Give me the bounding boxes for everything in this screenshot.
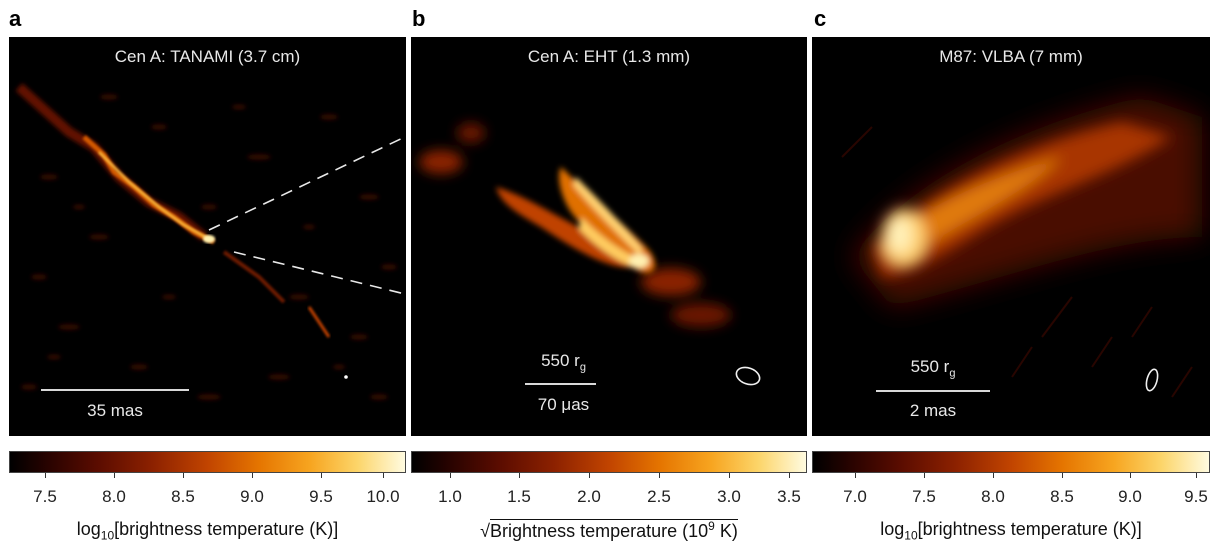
panel-c-tick-label: 8.5: [1050, 487, 1074, 506]
panel-c-log-base: 10: [904, 528, 918, 543]
panel-b-scale-label: 70 μas: [537, 395, 590, 414]
panel-c-tick-label: 8.0: [981, 487, 1005, 506]
panel-a-tick-label: 8.5: [171, 487, 195, 506]
panel-a-tick-label: 9.0: [240, 487, 264, 506]
panel-b-scale-rg-sub: g: [579, 361, 586, 374]
panel-a-label-main: [brightness temperature (K)]: [114, 519, 339, 539]
panel-a-tickmark: [114, 473, 115, 478]
panel-b-tick-label: 1.5: [507, 487, 531, 506]
panel-b-jet-image: [419, 123, 761, 386]
panel-b-tick-label: 1.0: [438, 487, 462, 506]
panel-b-image: Cen A: EHT (1.3 mm) 550 rg 70 μas: [411, 37, 807, 436]
panel-b-tickmark: [729, 473, 730, 478]
panel-a-scale-label: 35 mas: [87, 401, 143, 420]
panel-c-scale-rg-sub: g: [949, 367, 956, 380]
panel-a-title: Cen A: TANAMI (3.7 cm): [114, 47, 301, 66]
panel-b-tick-label: 3.0: [717, 487, 741, 506]
panel-b-scale-rg: 550 r: [541, 351, 580, 370]
panel-a-tick-label: 10.0: [366, 487, 400, 506]
panel-letter-c: c: [814, 6, 827, 31]
panel-a-tick-label: 7.5: [33, 487, 57, 506]
panel-b-title: Cen A: EHT (1.3 mm): [527, 47, 691, 66]
panel-c-tick-label: 7.5: [912, 487, 936, 506]
panel-c-tickmark: [1062, 473, 1063, 478]
panel-c-tick-label: 9.5: [1184, 487, 1208, 506]
panel-b-tickmark: [659, 473, 660, 478]
panel-b-tickmark: [450, 473, 451, 478]
panel-b-colorbar-label: √Brightness temperature (109 K): [411, 519, 807, 542]
panel-b-scale-bar: [525, 383, 596, 385]
panel-a-tickmark: [252, 473, 253, 478]
panel-a-tickmark: [321, 473, 322, 478]
panel-b-label-radicand: Brightness temperature (109 K): [490, 519, 738, 541]
panel-a-tickmark: [183, 473, 184, 478]
panel-b-tick-label: 2.0: [577, 487, 601, 506]
panel-letter-b: b: [412, 6, 426, 31]
panel-c-colorbar-label: log10[brightness temperature (K)]: [812, 519, 1210, 543]
panel-a-log-base: 10: [100, 528, 115, 543]
panel-c-scale-rg: 550 r: [910, 357, 950, 376]
panel-b-label-main: Brightness temperature (10: [490, 521, 709, 541]
panel-a-tick-label: 9.5: [309, 487, 333, 506]
panel-a-scale-bar: [41, 389, 189, 391]
panel-c-tickmark: [855, 473, 856, 478]
panel-b-label-end: K): [714, 521, 738, 541]
panel-c-colorbar: [812, 451, 1210, 473]
sqrt-icon: √: [480, 521, 491, 541]
panel-c-scale-label-top: 550 rg: [876, 357, 990, 379]
panel-a-image: Cen A: TANAMI (3.7 cm) 35 mas: [9, 37, 406, 436]
panel-a-log-text: log: [76, 519, 101, 539]
panel-b-scale-label-top: 550 rg: [521, 351, 606, 373]
panel-a-colorbar-label: log10[brightness temperature (K)]: [9, 519, 406, 543]
panel-c-scale-label: 2 mas: [909, 401, 957, 420]
panel-c-scale-bar: [876, 390, 990, 392]
panel-c-tick-label: 7.0: [843, 487, 867, 506]
panel-c-log-text: log: [880, 519, 905, 539]
panel-c-tickmark: [1130, 473, 1131, 478]
panel-c-tickmark: [1196, 473, 1197, 478]
panel-b-tickmark: [589, 473, 590, 478]
panel-a-tick-label: 8.0: [102, 487, 126, 506]
panel-b-tick-label: 3.5: [777, 487, 801, 506]
panel-c-tickmark: [993, 473, 994, 478]
panel-b-label-sup: 9: [708, 519, 715, 533]
panel-a-colorbar: [9, 451, 406, 473]
panel-b-tickmark: [519, 473, 520, 478]
panel-b-tick-label: 2.5: [647, 487, 671, 506]
panel-b-tickmark: [789, 473, 790, 478]
panel-c-label-main: [brightness temperature (K)]: [917, 519, 1142, 539]
panel-c-title: M87: VLBA (7 mm): [939, 47, 1083, 66]
panel-c-image: M87: VLBA (7 mm) 550 rg 2 mas: [812, 37, 1210, 436]
panel-a-tickmark: [383, 473, 384, 478]
panel-c-jet-image: [841, 97, 1202, 398]
panel-a-tickmark: [45, 473, 46, 478]
panel-letter-a: a: [9, 6, 22, 31]
panel-a-jet-image: [15, 83, 406, 400]
panel-c-tick-label: 9.0: [1118, 487, 1142, 506]
panel-c-tickmark: [924, 473, 925, 478]
panel-b-colorbar: [411, 451, 807, 473]
